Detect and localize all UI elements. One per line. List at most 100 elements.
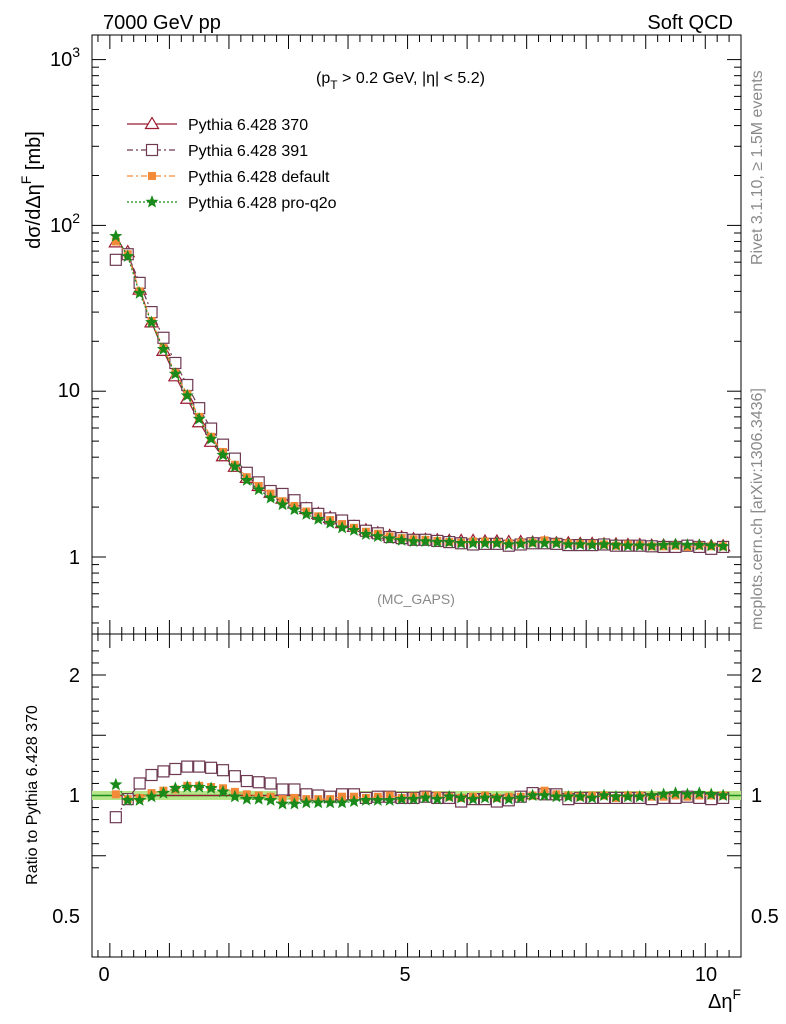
ratio-point-3-42: [609, 789, 623, 803]
ratio-point-3-3: [145, 789, 159, 803]
ratio-point-1-15: [288, 783, 301, 796]
ratio-point-3-37: [549, 789, 563, 803]
ratio-y-axis-title: Ratio to Pythia 6.428 370: [24, 705, 41, 885]
main-point-3-25: [407, 534, 421, 548]
ratio-point-1-5: [169, 762, 182, 776]
x-tick-5: 5: [399, 964, 410, 986]
ratio-point-3-20: [347, 794, 361, 808]
main-point-3-29: [454, 536, 468, 549]
main-point-3-26: [418, 534, 432, 548]
ratio-series-3: [109, 777, 730, 810]
ratio-point-3-34: [514, 791, 528, 804]
ratio-point-3-9: [216, 785, 230, 798]
legend-label-1: Pythia 6.428 391: [188, 143, 308, 160]
ratio-point-3-48: [680, 787, 694, 800]
main-series-1: [109, 248, 730, 555]
main-point-3-21: [359, 527, 373, 540]
ratio-point-3-24: [395, 792, 409, 805]
main-point-1-0: [109, 253, 122, 266]
main-point-3-49: [692, 538, 706, 551]
ratio-point-1-8: [204, 761, 218, 774]
ratio-point-3-33: [502, 792, 516, 805]
legend-marker-2: [148, 172, 156, 180]
ratio-y-tick-0-5-right: 0.5: [751, 906, 779, 928]
ratio-point-1-2: [133, 777, 146, 790]
ratio-point-3-51: [716, 788, 730, 802]
main-point-3-41: [597, 537, 611, 550]
ratio-point-3-18: [323, 795, 337, 809]
ratio-point-3-6: [180, 780, 194, 793]
main-point-3-31: [478, 536, 492, 549]
main-point-3-5: [168, 367, 182, 380]
ratio-point-1-14: [276, 783, 289, 796]
ratio-point-1-0: [109, 811, 122, 824]
legend-marker-1: [145, 143, 159, 157]
ratio-point-3-47: [669, 786, 682, 799]
legend: Pythia 6.428 370 Pythia 6.428 391 Pythia 6…: [127, 116, 337, 212]
x-tick-labels: 0 5 10: [98, 964, 717, 986]
main-point-3-44: [633, 538, 647, 552]
main-series-line-0: [115, 241, 724, 547]
main-y-tick-labels: 103 102 10 1: [50, 44, 80, 569]
main-point-1-5: [169, 356, 182, 370]
main-point-3-50: [704, 538, 718, 552]
main-point-3-7: [192, 412, 206, 425]
ratio-point-3-45: [645, 788, 659, 802]
main-point-3-10: [228, 459, 242, 473]
main-point-3-46: [657, 538, 671, 551]
ratio-point-1-9: [216, 764, 230, 777]
main-y-axis-title: dσ/dΔηF [mb]: [18, 131, 45, 249]
ratio-point-3-22: [371, 793, 385, 806]
ratio-point-3-49: [692, 786, 706, 799]
ratio-y-tick-1-right: 1: [751, 785, 762, 807]
x-tick-0: 0: [98, 964, 109, 986]
legend-item-2: Pythia 6.428 default: [127, 169, 330, 186]
ratio-point-1-13: [264, 777, 277, 790]
main-y-tick-1000: 103: [50, 44, 80, 71]
main-y-tick-100: 102: [50, 210, 80, 237]
ratio-point-3-46: [657, 787, 671, 800]
ratio-point-3-35: [526, 788, 540, 802]
main-point-3-47: [669, 537, 682, 550]
main-point-1-4: [157, 331, 170, 344]
main-point-3-2: [133, 286, 147, 299]
main-point-3-3: [145, 315, 159, 328]
header-left-label: 7000 GeV pp: [103, 12, 221, 34]
legend-label-2: Pythia 6.428 default: [188, 169, 330, 186]
legend-item-3: Pythia 6.428 pro-q2o: [127, 195, 337, 212]
legend-label-3: Pythia 6.428 pro-q2o: [188, 195, 337, 212]
axis-ticks: [92, 35, 742, 957]
main-series-line-3: [115, 235, 724, 547]
ratio-point-3-29: [454, 791, 468, 804]
ratio-point-3-23: [383, 793, 397, 806]
ratio-point-1-7: [193, 760, 206, 773]
ratio-point-3-40: [585, 791, 599, 804]
ratio-point-1-3: [145, 768, 158, 782]
main-point-3-33: [502, 537, 516, 550]
ratio-point-3-30: [466, 792, 480, 805]
main-point-3-12: [252, 482, 266, 496]
main-point-3-48: [680, 538, 694, 551]
ratio-y-tick-1: 1: [69, 785, 80, 807]
main-point-3-23: [383, 531, 397, 545]
ratio-point-1-4: [157, 765, 170, 778]
ratio-point-3-21: [359, 793, 373, 806]
main-point-3-34: [514, 537, 528, 550]
main-series-line-1: [115, 253, 724, 550]
main-point-3-37: [549, 536, 563, 549]
ratio-series-group: [109, 760, 730, 824]
main-point-3-13: [264, 491, 278, 504]
ratio-y-tick-2: 2: [69, 665, 80, 687]
main-point-3-32: [490, 536, 504, 549]
main-point-3-22: [371, 529, 385, 542]
ratio-point-3-32: [490, 791, 504, 804]
main-point-3-18: [323, 516, 337, 529]
x-axis-title: ΔηF: [708, 986, 741, 1013]
ratio-point-3-5: [168, 781, 182, 794]
main-point-1-6: [181, 378, 194, 392]
ratio-point-3-26: [418, 791, 432, 804]
main-point-3-8: [204, 432, 218, 445]
main-point-3-45: [645, 538, 659, 552]
main-series-line-2: [115, 241, 724, 548]
ratio-point-3-8: [204, 781, 218, 794]
